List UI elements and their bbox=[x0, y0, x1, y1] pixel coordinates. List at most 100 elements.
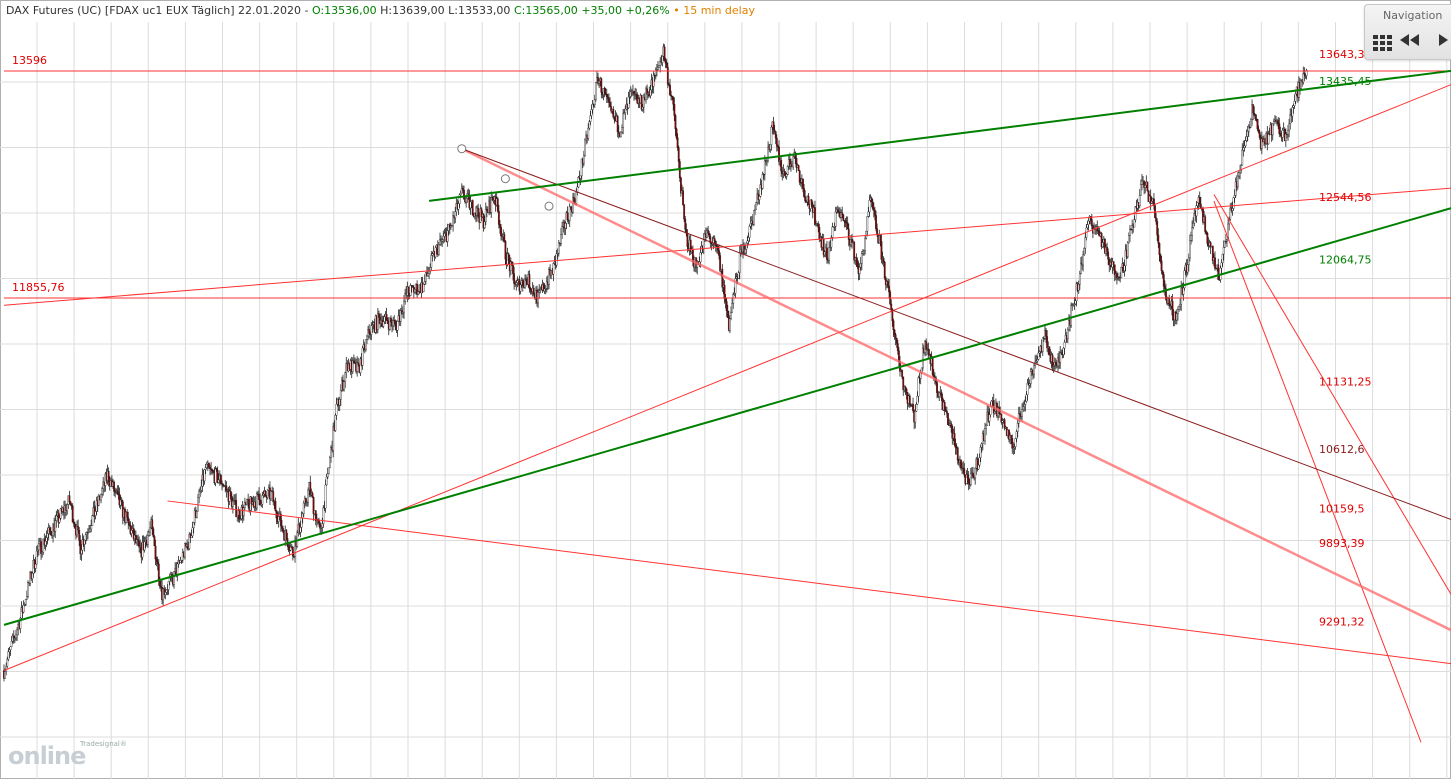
candle-body bbox=[876, 229, 877, 235]
candle-body bbox=[804, 197, 805, 201]
candle-body bbox=[1177, 309, 1178, 313]
candle-body bbox=[282, 528, 283, 531]
candle-body bbox=[972, 473, 973, 476]
candle-body bbox=[1278, 120, 1279, 123]
instrument-name: DAX Futures (UC) [FDAX uc1 EUX Täglich] bbox=[6, 4, 235, 17]
logo-small-text: Tradesignal® bbox=[80, 740, 127, 748]
candle-body bbox=[301, 518, 302, 527]
candle-body bbox=[667, 67, 668, 84]
candle-body bbox=[243, 508, 244, 516]
candle-body bbox=[1049, 347, 1050, 356]
candle-body bbox=[851, 239, 852, 242]
candle-body bbox=[435, 248, 436, 257]
candle-body bbox=[149, 528, 150, 532]
candle-body bbox=[762, 174, 763, 188]
candle-body bbox=[989, 415, 990, 422]
line-handle bbox=[501, 175, 509, 183]
candle-body bbox=[1243, 148, 1244, 151]
candle-body bbox=[168, 582, 169, 590]
play-icon[interactable] bbox=[1437, 32, 1449, 53]
candle-body bbox=[1015, 439, 1016, 447]
candle-body bbox=[517, 281, 518, 283]
candle-body bbox=[872, 202, 873, 208]
candle-body bbox=[157, 562, 158, 564]
candle-body bbox=[237, 515, 238, 517]
candle-body bbox=[522, 281, 523, 286]
candle-body bbox=[719, 255, 720, 271]
candle-body bbox=[366, 336, 367, 340]
candle-body bbox=[724, 285, 725, 298]
candle-body bbox=[604, 88, 605, 93]
candle-body bbox=[951, 424, 952, 427]
rewind-icon[interactable] bbox=[1398, 32, 1422, 53]
candle-body bbox=[1147, 182, 1148, 191]
candle-body bbox=[485, 209, 486, 221]
candle-body bbox=[1113, 262, 1114, 265]
candle-body bbox=[683, 205, 684, 219]
candle-body bbox=[848, 229, 849, 240]
candle-body bbox=[733, 295, 734, 304]
candle-body bbox=[590, 116, 591, 122]
candle-body bbox=[386, 314, 387, 320]
price-label: 9291,32 bbox=[1319, 616, 1365, 629]
candle-body bbox=[1255, 115, 1256, 119]
candle-body bbox=[859, 267, 860, 273]
candle-body bbox=[371, 326, 372, 335]
candle-body bbox=[1190, 235, 1191, 240]
candle-body bbox=[335, 415, 336, 430]
candle-body bbox=[113, 482, 114, 491]
candle-body bbox=[165, 592, 166, 595]
candle-body bbox=[484, 222, 485, 228]
candle-body bbox=[258, 494, 259, 499]
grid-icon[interactable] bbox=[1373, 35, 1395, 56]
candle-body bbox=[1159, 243, 1160, 254]
candle-body bbox=[786, 174, 787, 176]
navigation-panel[interactable]: Navigation bbox=[1364, 4, 1451, 60]
candle-body bbox=[747, 241, 748, 243]
candle-body bbox=[960, 460, 961, 468]
candle-body bbox=[1002, 421, 1003, 423]
candle-body bbox=[410, 285, 411, 295]
line-handle bbox=[545, 202, 553, 210]
candle-body bbox=[700, 253, 701, 262]
candle-body bbox=[35, 564, 36, 568]
candle-body bbox=[1134, 220, 1135, 228]
candle-body bbox=[918, 377, 919, 396]
candle-body bbox=[970, 474, 971, 485]
candle-body bbox=[4, 672, 5, 679]
candle-body bbox=[617, 116, 618, 132]
candle-body bbox=[875, 215, 876, 228]
candle-body bbox=[1010, 435, 1011, 438]
candle-body bbox=[1214, 258, 1215, 268]
candle-body bbox=[428, 271, 429, 273]
candle-body bbox=[204, 470, 205, 481]
candle-body bbox=[730, 312, 731, 318]
candle-body bbox=[315, 510, 316, 520]
price-label: 9893,39 bbox=[1319, 537, 1365, 550]
candle-body bbox=[759, 196, 760, 199]
candle-body bbox=[1004, 420, 1005, 428]
candle-body bbox=[558, 243, 559, 253]
candle-body bbox=[1232, 208, 1233, 210]
candle-body bbox=[588, 128, 589, 138]
candle-body bbox=[462, 188, 463, 190]
candle-body bbox=[1206, 232, 1207, 233]
candle-body bbox=[746, 243, 747, 249]
candle-body bbox=[1172, 301, 1173, 315]
candle-body bbox=[580, 176, 581, 179]
candle-body bbox=[153, 529, 154, 537]
candle-body bbox=[606, 94, 607, 97]
candle-body bbox=[263, 494, 264, 495]
candle-body bbox=[925, 341, 926, 349]
candle-body bbox=[620, 132, 621, 137]
candle-body bbox=[47, 534, 48, 538]
candle-body bbox=[1155, 218, 1156, 222]
candle-body bbox=[156, 559, 157, 562]
candle-body bbox=[368, 329, 369, 333]
candle-body bbox=[191, 536, 192, 538]
candle-body bbox=[893, 321, 894, 330]
candle-body bbox=[941, 392, 942, 397]
candle-body bbox=[70, 502, 71, 505]
